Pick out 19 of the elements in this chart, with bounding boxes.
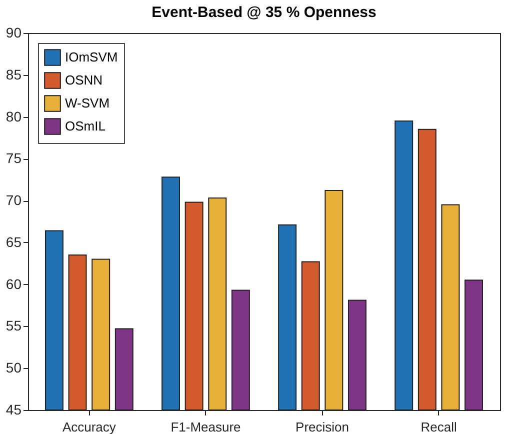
x-tick-label: Accuracy (62, 420, 116, 434)
y-tick-label: 65 (6, 234, 22, 250)
y-tick-label: 90 (6, 24, 22, 40)
y-tick-label: 60 (6, 276, 22, 292)
y-tick-label: 70 (6, 192, 22, 208)
y-tick-label: 75 (6, 150, 22, 166)
legend-label: OSmIL (65, 118, 106, 134)
y-tick-label: 85 (6, 66, 22, 82)
y-tick-label: 80 (6, 108, 22, 124)
x-tick-label: Recall (420, 420, 457, 434)
chart-title: Event-Based @ 35 % Openness (152, 4, 376, 21)
y-tick-label: 55 (6, 318, 22, 334)
y-tick-label: 45 (6, 402, 22, 418)
legend-label: W-SVM (65, 96, 110, 110)
x-tick-label: F1-Measure (170, 420, 241, 434)
legend-label: OSNN (65, 72, 103, 88)
y-tick-label: 50 (6, 360, 22, 376)
x-tick-label: Precision (296, 420, 350, 434)
legend-label: IOmSVM (65, 50, 118, 64)
